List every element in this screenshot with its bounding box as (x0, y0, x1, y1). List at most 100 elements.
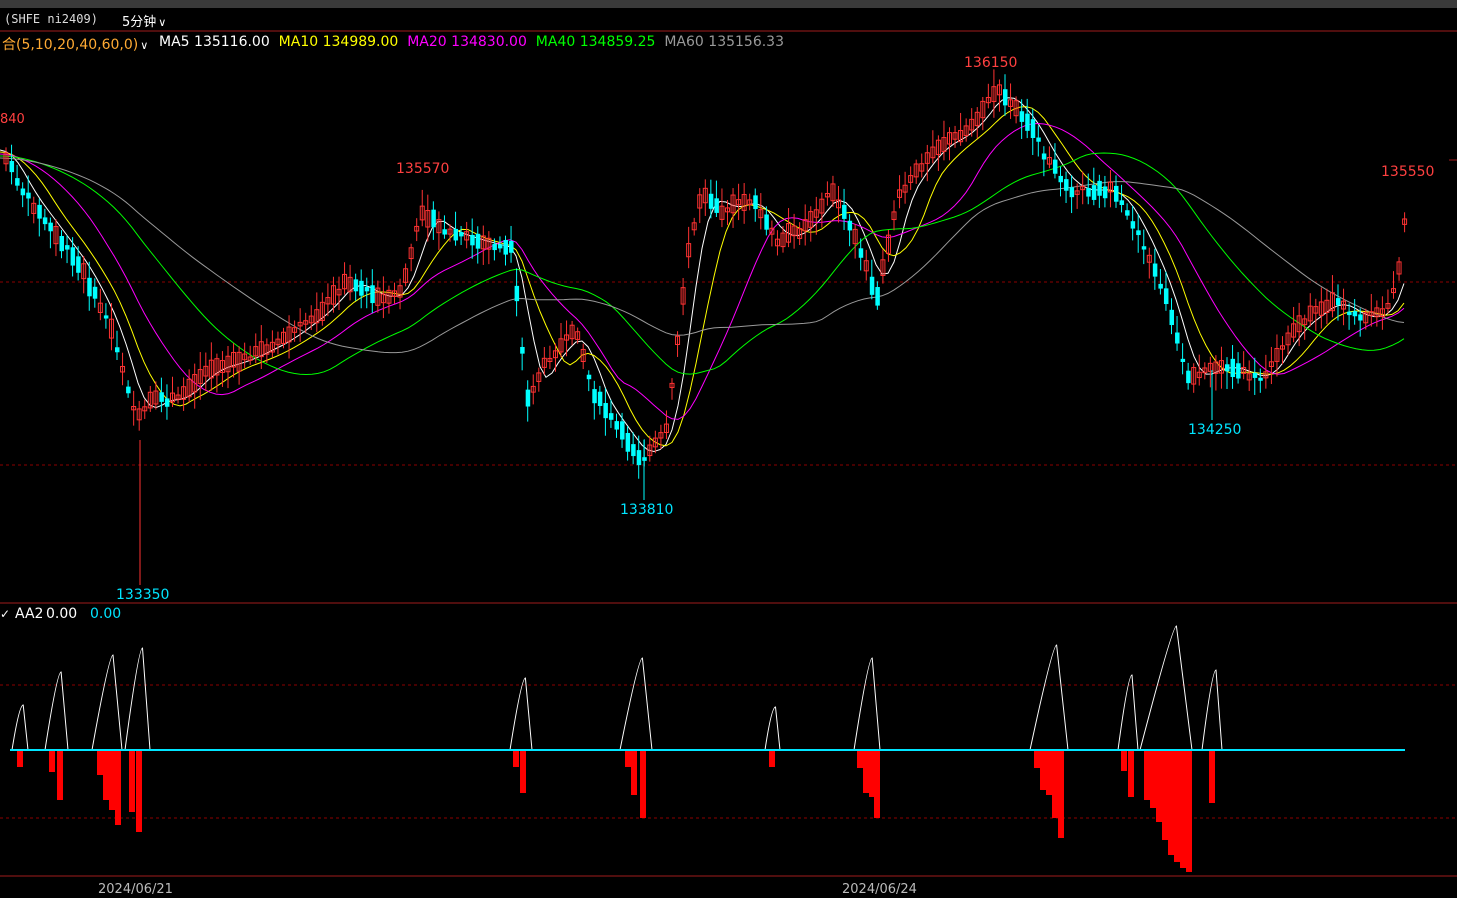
candle-body-down (1064, 179, 1069, 191)
ma5-value: 135116.00 (194, 34, 270, 50)
candle-body-up (264, 344, 270, 355)
candle-body-down (586, 374, 592, 380)
ma5-label: MA5 (159, 34, 190, 50)
aa2-hist-bar (869, 751, 875, 797)
candle-body-up (1280, 345, 1285, 350)
candle-body-down (1175, 332, 1180, 344)
candle-body-up (1107, 181, 1113, 193)
aa2-hist-bar (1040, 751, 1046, 790)
candle-body-up (541, 357, 547, 368)
candle-body-up (392, 290, 397, 297)
indicator-label: AA2 (15, 606, 43, 622)
candle-body-up (1246, 373, 1252, 381)
candle-body-up (269, 341, 275, 353)
candle-body-up (236, 351, 242, 372)
candle-body-up (813, 209, 819, 218)
candle-body-up (1074, 190, 1080, 195)
candle-body-down (1163, 288, 1169, 305)
candle-body-down (126, 386, 131, 394)
aa2-arc (509, 677, 533, 751)
candle-body-down (597, 391, 603, 406)
aa2-hist-bar (97, 751, 103, 775)
candle-body-down (1114, 185, 1119, 202)
candle-body-down (764, 214, 769, 230)
price-label-low: 133810 (620, 502, 673, 518)
candle-body-down (15, 178, 20, 186)
aa2-hist-bar (863, 751, 869, 793)
candle-body-down (708, 193, 714, 209)
period-label: 5分钟 (122, 15, 157, 30)
price-label-left-high: 840 (0, 112, 25, 127)
ma-group-selector[interactable]: 合(5,10,20,40,60,0) ∨ (2, 34, 148, 54)
candle-body-up (797, 228, 803, 239)
candle-body-down (1258, 377, 1263, 381)
candle-body-up (447, 228, 453, 235)
candle-body-down (1136, 230, 1141, 236)
candle-body-down (1336, 298, 1341, 306)
candle-body-down (1130, 221, 1136, 229)
candle-body-down (1058, 175, 1063, 183)
candle-body-down (875, 287, 880, 306)
period-selector[interactable]: 5分钟 ∨ (122, 11, 166, 30)
candle-body-up (647, 444, 653, 457)
candle-body-up (208, 359, 214, 379)
candle-body-down (842, 204, 847, 219)
aa2-hist-bar (1162, 751, 1168, 840)
candle-body-up (575, 331, 581, 340)
candle-body-up (181, 386, 187, 400)
candle-body-up (214, 358, 220, 376)
symbol-label: (SHFE ni2409) (4, 12, 98, 26)
candle-body-up (852, 228, 858, 245)
aa2-hist-bar (1174, 751, 1180, 862)
candle-body-up (1341, 300, 1347, 310)
candle-body-up (552, 350, 558, 359)
candle-body-up (1285, 332, 1291, 346)
candle-body-up (691, 222, 697, 231)
candle-body-up (342, 273, 348, 290)
candle-body-up (780, 232, 786, 248)
candle-body-up (1363, 312, 1369, 324)
aa2-hist-bar (1156, 751, 1162, 822)
candle-body-up (558, 338, 564, 353)
candle-body-down (753, 195, 758, 210)
candle-body-down (159, 392, 164, 402)
candle-body-up (891, 211, 897, 221)
candle-body-up (1146, 254, 1152, 263)
candle-body-up (286, 326, 292, 343)
candle-body-down (520, 346, 525, 354)
candle-body-up (569, 324, 575, 340)
indicator-value-2: 0.00 (90, 606, 121, 622)
candle-body-up (1268, 361, 1274, 367)
candle-body-up (397, 285, 403, 298)
candle-body-down (20, 188, 26, 196)
candle-body-down (625, 432, 631, 452)
candle-body-down (364, 286, 370, 292)
candle-body-up (836, 199, 841, 209)
candle-body-down (353, 279, 359, 292)
aa2-hist-bar (49, 751, 55, 772)
candle-body-down (631, 444, 636, 457)
candle-body-up (941, 137, 947, 152)
candle-body-up (258, 341, 264, 358)
indicator-chevron-icon[interactable]: ✓ (0, 607, 10, 621)
candle-body-down (470, 234, 475, 246)
candle-body-up (564, 334, 570, 341)
candle-body-up (347, 276, 353, 293)
candle-body-up (669, 382, 675, 389)
candle-body-up (819, 198, 825, 214)
aa2-arc (1029, 644, 1069, 751)
candle-body-up (380, 293, 386, 304)
price-label-high: 135550 (1381, 164, 1434, 180)
candle-body-up (403, 268, 409, 283)
aa2-hist-bar (520, 751, 526, 793)
aa2-hist-bar (1168, 751, 1174, 855)
aa2-arc (1139, 625, 1193, 751)
aa2-hist-bar (513, 751, 519, 767)
aa2-arc (1117, 674, 1139, 751)
aa2-arc (11, 704, 29, 751)
candle-body-down (26, 192, 31, 199)
aa2-hist-bar (129, 751, 135, 812)
candle-body-up (580, 348, 586, 362)
candle-body-down (1091, 185, 1097, 200)
